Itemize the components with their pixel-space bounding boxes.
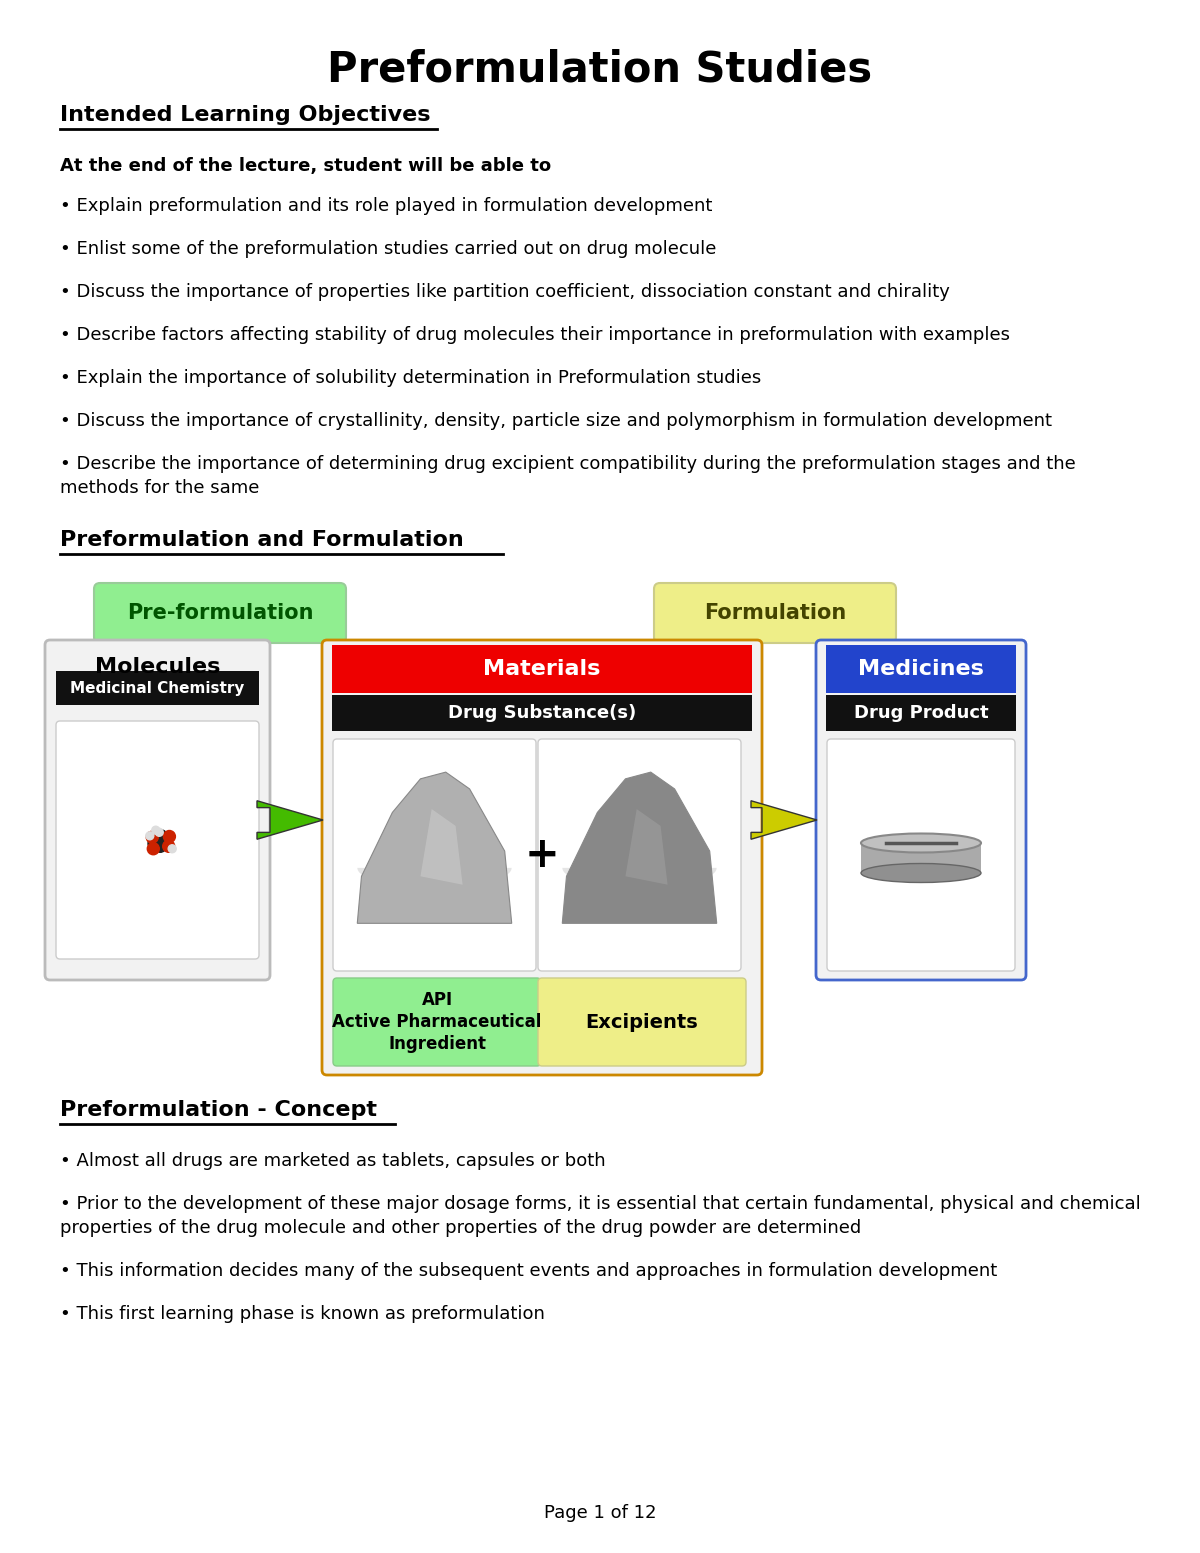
Text: Preformulation - Concept: Preformulation - Concept (60, 1100, 377, 1120)
Circle shape (155, 829, 167, 842)
Text: Intended Learning Objectives: Intended Learning Objectives (60, 106, 431, 124)
Circle shape (148, 837, 160, 849)
Polygon shape (563, 868, 716, 888)
Text: methods for the same: methods for the same (60, 478, 259, 497)
Text: +: + (524, 834, 559, 876)
Circle shape (146, 832, 154, 840)
Polygon shape (563, 772, 716, 924)
FancyBboxPatch shape (56, 671, 259, 705)
Circle shape (155, 840, 167, 853)
FancyBboxPatch shape (332, 644, 752, 693)
FancyBboxPatch shape (538, 978, 746, 1065)
Text: Preformulation Studies: Preformulation Studies (328, 48, 872, 90)
FancyBboxPatch shape (46, 640, 270, 980)
Text: • Enlist some of the preformulation studies carried out on drug molecule: • Enlist some of the preformulation stud… (60, 241, 716, 258)
Ellipse shape (862, 863, 982, 882)
Polygon shape (358, 772, 511, 924)
Text: Materials: Materials (484, 658, 601, 679)
Text: • Describe factors affecting stability of drug molecules their importance in pre: • Describe factors affecting stability o… (60, 326, 1010, 345)
FancyBboxPatch shape (538, 739, 742, 971)
Text: Medicinal Chemistry: Medicinal Chemistry (71, 680, 245, 696)
Circle shape (155, 828, 163, 837)
Text: Molecules: Molecules (95, 657, 220, 677)
Text: properties of the drug molecule and other properties of the drug powder are dete: properties of the drug molecule and othe… (60, 1219, 862, 1238)
FancyBboxPatch shape (94, 582, 346, 643)
Text: Drug Product: Drug Product (853, 704, 989, 722)
Circle shape (146, 831, 158, 843)
Circle shape (160, 832, 172, 845)
Polygon shape (862, 843, 982, 873)
Text: • Discuss the importance of crystallinity, density, particle size and polymorphi: • Discuss the importance of crystallinit… (60, 412, 1052, 430)
FancyBboxPatch shape (654, 582, 896, 643)
Circle shape (151, 834, 163, 846)
Circle shape (163, 840, 175, 853)
Circle shape (148, 843, 160, 854)
Text: • This first learning phase is known as preformulation: • This first learning phase is known as … (60, 1305, 545, 1323)
Circle shape (163, 831, 175, 842)
Text: • Discuss the importance of properties like partition coefficient, dissociation : • Discuss the importance of properties l… (60, 283, 950, 301)
Polygon shape (625, 809, 667, 885)
Text: • Almost all drugs are marketed as tablets, capsules or both: • Almost all drugs are marketed as table… (60, 1152, 606, 1169)
Text: Pre-formulation: Pre-formulation (127, 603, 313, 623)
FancyBboxPatch shape (322, 640, 762, 1075)
Text: • Prior to the development of these major dosage forms, it is essential that cer: • Prior to the development of these majo… (60, 1194, 1141, 1213)
Circle shape (158, 839, 170, 849)
FancyBboxPatch shape (56, 721, 259, 960)
Text: Page 1 of 12: Page 1 of 12 (544, 1503, 656, 1522)
Text: Formulation: Formulation (704, 603, 846, 623)
FancyBboxPatch shape (827, 739, 1015, 971)
Text: Excipients: Excipients (586, 1013, 698, 1031)
Text: • This information decides many of the subsequent events and approaches in formu: • This information decides many of the s… (60, 1263, 997, 1280)
Polygon shape (420, 809, 462, 885)
Text: Drug Substance(s): Drug Substance(s) (448, 704, 636, 722)
Text: At the end of the lecture, student will be able to: At the end of the lecture, student will … (60, 157, 551, 175)
FancyBboxPatch shape (334, 978, 541, 1065)
FancyBboxPatch shape (332, 696, 752, 731)
Polygon shape (358, 868, 511, 888)
Text: Medicines: Medicines (858, 658, 984, 679)
Text: • Explain preformulation and its role played in formulation development: • Explain preformulation and its role pl… (60, 197, 713, 214)
FancyBboxPatch shape (334, 739, 536, 971)
FancyBboxPatch shape (826, 644, 1016, 693)
Circle shape (168, 845, 176, 853)
Text: Preformulation and Formulation: Preformulation and Formulation (60, 530, 463, 550)
Text: API
Active Pharmaceutical
Ingredient: API Active Pharmaceutical Ingredient (332, 991, 541, 1053)
Ellipse shape (862, 834, 982, 853)
FancyBboxPatch shape (816, 640, 1026, 980)
Polygon shape (751, 801, 817, 839)
Circle shape (151, 826, 160, 834)
Text: • Explain the importance of solubility determination in Preformulation studies: • Explain the importance of solubility d… (60, 370, 761, 387)
FancyBboxPatch shape (826, 696, 1016, 731)
Polygon shape (257, 801, 323, 839)
Text: • Describe the importance of determining drug excipient compatibility during the: • Describe the importance of determining… (60, 455, 1075, 474)
